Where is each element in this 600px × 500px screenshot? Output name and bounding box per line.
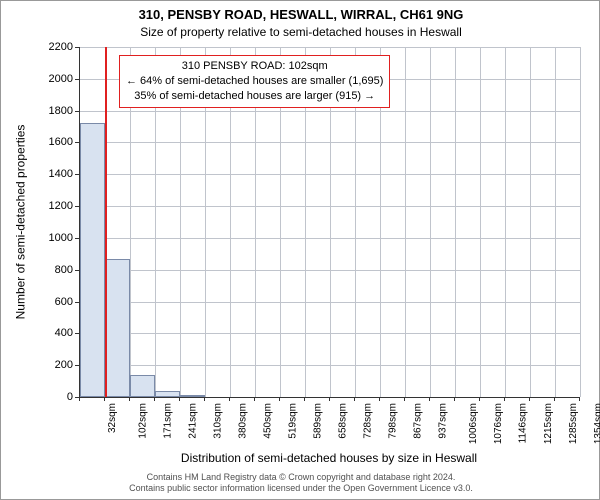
histogram-bar — [130, 375, 155, 397]
info-box-line: 35% of semi-detached houses are larger (… — [126, 89, 383, 104]
x-tick-mark — [554, 397, 555, 401]
y-axis-label: Number of semi-detached properties — [11, 47, 29, 397]
x-tick-label: 937sqm — [438, 403, 449, 439]
y-tick-label: 2200 — [23, 41, 73, 53]
x-tick-label: 102sqm — [138, 403, 149, 439]
x-tick-label: 1076sqm — [493, 403, 504, 444]
x-tick-label: 728sqm — [363, 403, 374, 439]
x-tick-label: 658sqm — [338, 403, 349, 439]
histogram-bar — [155, 391, 180, 397]
x-tick-label: 798sqm — [388, 403, 399, 439]
chart-container: 310, PENSBY ROAD, HESWALL, WIRRAL, CH61 … — [0, 0, 600, 500]
x-tick-label: 450sqm — [263, 403, 274, 439]
y-tick-label: 2000 — [23, 73, 73, 85]
x-tick-label: 1146sqm — [517, 403, 528, 443]
y-tick-mark — [75, 365, 79, 366]
y-tick-label: 1000 — [23, 232, 73, 244]
y-tick-label: 1600 — [23, 136, 73, 148]
x-tick-mark — [379, 397, 380, 401]
grid-line-v — [430, 47, 431, 397]
x-tick-mark — [79, 397, 80, 401]
x-tick-mark — [279, 397, 280, 401]
x-tick-mark — [454, 397, 455, 401]
footer-line-2: Contains public sector information licen… — [1, 483, 600, 495]
histogram-bar — [105, 259, 130, 397]
y-tick-mark — [75, 206, 79, 207]
info-box-line: ← 64% of semi-detached houses are smalle… — [126, 74, 383, 89]
x-tick-label: 1354sqm — [593, 403, 600, 444]
y-tick-label: 1200 — [23, 200, 73, 212]
grid-line-v — [480, 47, 481, 397]
x-tick-label: 171sqm — [163, 403, 174, 439]
x-tick-mark — [429, 397, 430, 401]
x-tick-label: 241sqm — [188, 403, 199, 439]
y-tick-mark — [75, 79, 79, 80]
grid-line-v — [405, 47, 406, 397]
y-tick-label: 400 — [23, 327, 73, 339]
x-tick-mark — [254, 397, 255, 401]
y-tick-mark — [75, 302, 79, 303]
x-tick-mark — [154, 397, 155, 401]
y-tick-mark — [75, 47, 79, 48]
x-tick-label: 519sqm — [288, 403, 299, 439]
x-tick-mark — [579, 397, 580, 401]
info-box: 310 PENSBY ROAD: 102sqm← 64% of semi-det… — [119, 55, 390, 108]
x-tick-label: 380sqm — [238, 403, 249, 439]
x-tick-label: 589sqm — [313, 403, 324, 439]
x-tick-mark — [204, 397, 205, 401]
grid-line-v — [505, 47, 506, 397]
property-marker-line — [105, 47, 107, 397]
x-axis-label: Distribution of semi-detached houses by … — [79, 451, 579, 465]
y-tick-label: 600 — [23, 296, 73, 308]
x-tick-mark — [504, 397, 505, 401]
x-tick-mark — [129, 397, 130, 401]
x-tick-mark — [104, 397, 105, 401]
x-tick-mark — [179, 397, 180, 401]
info-box-line: 310 PENSBY ROAD: 102sqm — [126, 59, 383, 74]
y-tick-label: 800 — [23, 264, 73, 276]
y-tick-label: 1800 — [23, 105, 73, 117]
x-tick-mark — [229, 397, 230, 401]
x-tick-label: 310sqm — [213, 403, 224, 439]
y-tick-label: 200 — [23, 359, 73, 371]
chart-title-sub: Size of property relative to semi-detach… — [1, 25, 600, 39]
grid-line-v — [555, 47, 556, 397]
y-tick-label: 0 — [23, 391, 73, 403]
y-tick-mark — [75, 142, 79, 143]
x-tick-mark — [404, 397, 405, 401]
x-tick-label: 1285sqm — [568, 403, 579, 444]
grid-line-v — [580, 47, 581, 397]
y-tick-mark — [75, 333, 79, 334]
x-tick-mark — [529, 397, 530, 401]
x-tick-label: 1006sqm — [468, 403, 479, 444]
x-tick-mark — [329, 397, 330, 401]
histogram-bar — [80, 123, 105, 397]
chart-title-main: 310, PENSBY ROAD, HESWALL, WIRRAL, CH61 … — [1, 7, 600, 22]
y-tick-label: 1400 — [23, 168, 73, 180]
y-tick-mark — [75, 270, 79, 271]
footer-line-1: Contains HM Land Registry data © Crown c… — [1, 472, 600, 484]
grid-line-v — [455, 47, 456, 397]
y-tick-mark — [75, 174, 79, 175]
chart-footer: Contains HM Land Registry data © Crown c… — [1, 472, 600, 495]
x-tick-mark — [304, 397, 305, 401]
y-axis-label-text: Number of semi-detached properties — [13, 125, 27, 320]
histogram-bar — [180, 395, 205, 397]
y-tick-mark — [75, 238, 79, 239]
y-tick-mark — [75, 111, 79, 112]
x-tick-label: 1215sqm — [543, 403, 554, 444]
x-tick-label: 32sqm — [107, 403, 118, 433]
x-tick-label: 867sqm — [413, 403, 424, 439]
x-tick-mark — [354, 397, 355, 401]
grid-line-v — [530, 47, 531, 397]
x-tick-mark — [479, 397, 480, 401]
